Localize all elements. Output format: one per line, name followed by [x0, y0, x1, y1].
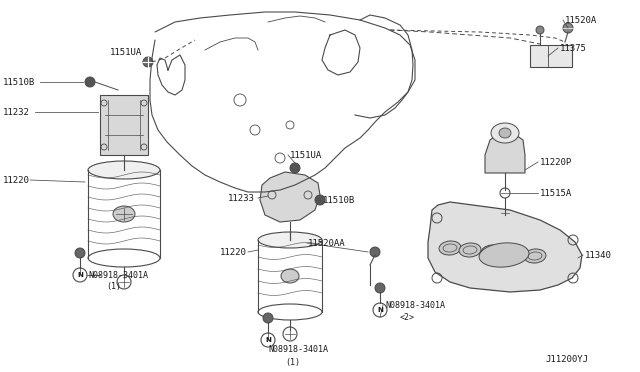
Text: 11233: 11233 — [228, 193, 255, 202]
Circle shape — [315, 195, 325, 205]
Ellipse shape — [479, 243, 529, 267]
Text: 11510B: 11510B — [323, 196, 355, 205]
Ellipse shape — [459, 243, 481, 257]
Text: 11220: 11220 — [3, 176, 30, 185]
Circle shape — [370, 247, 380, 257]
Circle shape — [75, 248, 85, 258]
Text: 11340: 11340 — [585, 250, 612, 260]
Text: 11510B: 11510B — [3, 77, 35, 87]
Circle shape — [375, 283, 385, 293]
Text: <2>: <2> — [400, 312, 415, 321]
Text: 11220: 11220 — [220, 247, 247, 257]
Bar — [100, 95, 148, 155]
Text: N: N — [265, 337, 271, 343]
Ellipse shape — [524, 249, 546, 263]
Polygon shape — [260, 172, 320, 222]
Text: N08918-3401A: N08918-3401A — [268, 346, 328, 355]
Circle shape — [563, 23, 573, 33]
Circle shape — [85, 77, 95, 87]
Circle shape — [143, 57, 153, 67]
Text: J11200YJ: J11200YJ — [545, 356, 588, 365]
Circle shape — [263, 313, 273, 323]
Text: (1): (1) — [285, 357, 300, 366]
Polygon shape — [428, 202, 582, 292]
Circle shape — [536, 26, 544, 34]
Text: 11220P: 11220P — [540, 157, 572, 167]
Ellipse shape — [281, 269, 299, 283]
Ellipse shape — [88, 161, 160, 179]
Ellipse shape — [258, 232, 322, 248]
Text: 1151UA: 1151UA — [290, 151, 323, 160]
Text: 11515A: 11515A — [540, 189, 572, 198]
Text: N08918-3401A: N08918-3401A — [88, 270, 148, 279]
Ellipse shape — [491, 123, 519, 143]
Ellipse shape — [499, 128, 511, 138]
Ellipse shape — [439, 241, 461, 255]
Text: N: N — [377, 307, 383, 313]
Text: N: N — [77, 272, 83, 278]
Polygon shape — [485, 133, 525, 173]
Text: 11520AA: 11520AA — [308, 238, 346, 247]
Ellipse shape — [113, 206, 135, 222]
Ellipse shape — [503, 247, 525, 261]
Circle shape — [290, 163, 300, 173]
Text: 1151UA: 1151UA — [110, 48, 142, 57]
Text: (1): (1) — [106, 282, 121, 292]
Text: 11232: 11232 — [3, 108, 30, 116]
FancyBboxPatch shape — [530, 45, 572, 67]
Text: 11375: 11375 — [560, 44, 587, 52]
Text: 11520A: 11520A — [565, 16, 597, 25]
Ellipse shape — [481, 245, 503, 259]
Text: N08918-3401A: N08918-3401A — [385, 301, 445, 310]
